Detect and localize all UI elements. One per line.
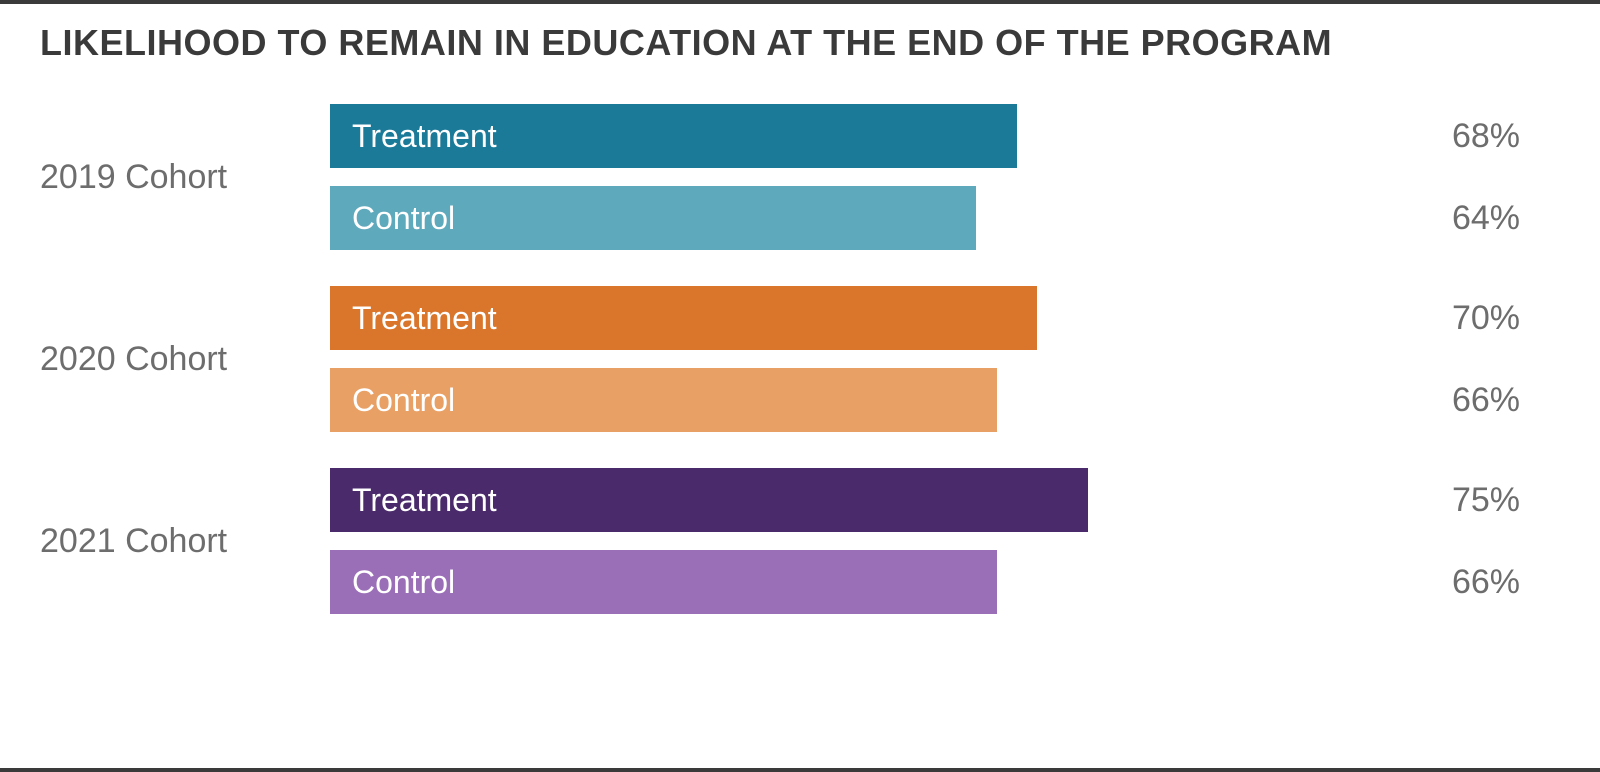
bar-value-label: 66%	[1340, 381, 1540, 420]
bar-series-label: Treatment	[352, 300, 497, 337]
bar-track: Treatment	[330, 286, 1340, 350]
cohort-label: 2021 Cohort	[40, 522, 330, 561]
bar-fill: Treatment	[330, 104, 1017, 168]
bar-fill: Treatment	[330, 286, 1037, 350]
chart-frame: LIKELIHOOD TO REMAIN IN EDUCATION AT THE…	[0, 0, 1600, 772]
chart-area: 2019 Cohort Treatment 68% Control 64% 2020 Co…	[40, 104, 1560, 614]
cohort-bars: Treatment 75% Control 66%	[330, 468, 1560, 614]
bar-fill: Control	[330, 368, 997, 432]
bar-series-label: Control	[352, 200, 455, 237]
cohort-label: 2019 Cohort	[40, 158, 330, 197]
bar-track: Treatment	[330, 104, 1340, 168]
chart-title: LIKELIHOOD TO REMAIN IN EDUCATION AT THE…	[40, 22, 1560, 64]
bar-track: Control	[330, 550, 1340, 614]
cohort-group: 2021 Cohort Treatment 75% Control 66%	[40, 468, 1560, 614]
bar-value-label: 68%	[1340, 117, 1540, 156]
cohort-label: 2020 Cohort	[40, 340, 330, 379]
bar-value-label: 66%	[1340, 563, 1540, 602]
bar-fill: Treatment	[330, 468, 1088, 532]
cohort-bars: Treatment 70% Control 66%	[330, 286, 1560, 432]
bar-series-label: Control	[352, 564, 455, 601]
cohort-group: 2019 Cohort Treatment 68% Control 64%	[40, 104, 1560, 250]
bar-row: Treatment 68%	[330, 104, 1560, 168]
bar-value-label: 64%	[1340, 199, 1540, 238]
bar-value-label: 70%	[1340, 299, 1540, 338]
bar-track: Control	[330, 368, 1340, 432]
bar-row: Control 64%	[330, 186, 1560, 250]
bar-series-label: Treatment	[352, 118, 497, 155]
cohort-group: 2020 Cohort Treatment 70% Control 66%	[40, 286, 1560, 432]
bar-track: Control	[330, 186, 1340, 250]
bar-series-label: Control	[352, 382, 455, 419]
bar-row: Treatment 70%	[330, 286, 1560, 350]
bar-fill: Control	[330, 550, 997, 614]
bar-row: Control 66%	[330, 550, 1560, 614]
bar-value-label: 75%	[1340, 481, 1540, 520]
bar-row: Treatment 75%	[330, 468, 1560, 532]
cohort-bars: Treatment 68% Control 64%	[330, 104, 1560, 250]
bar-row: Control 66%	[330, 368, 1560, 432]
bar-series-label: Treatment	[352, 482, 497, 519]
bar-fill: Control	[330, 186, 976, 250]
bar-track: Treatment	[330, 468, 1340, 532]
